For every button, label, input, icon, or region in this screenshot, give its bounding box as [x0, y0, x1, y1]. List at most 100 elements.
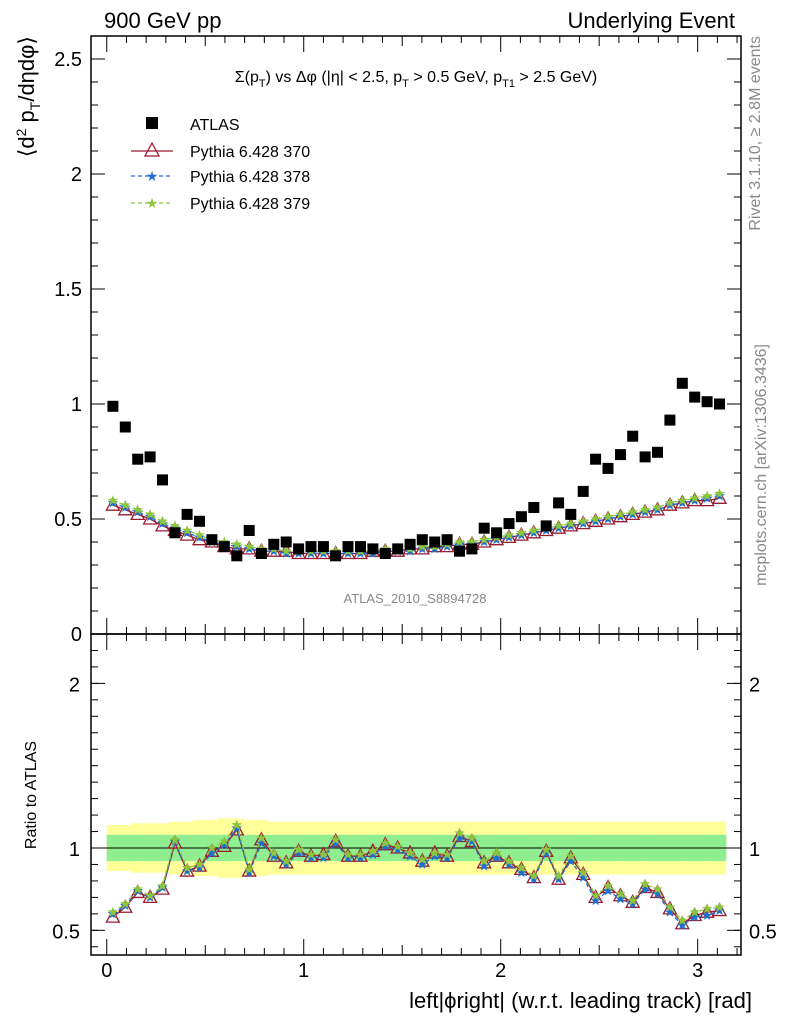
point-ratio-379	[169, 834, 181, 845]
point-atlas	[132, 453, 144, 465]
point-atlas	[454, 545, 465, 557]
point-atlas	[689, 391, 701, 403]
point-370	[179, 526, 195, 541]
y-tick-label: 1	[71, 394, 82, 416]
point-ratio-378	[553, 873, 564, 884]
point-379	[169, 520, 181, 531]
point-ratio-378	[466, 835, 478, 846]
point-atlas	[416, 534, 428, 546]
main-x-ticks	[106, 36, 738, 634]
point-ratio-379	[268, 847, 279, 858]
point-ratio-378	[714, 905, 725, 915]
point-ratio-378	[417, 859, 428, 869]
point-ratio-378	[404, 850, 416, 861]
point-ratio-379	[305, 849, 317, 859]
point-atlas	[293, 543, 305, 555]
point-ratio-378	[281, 859, 292, 869]
point-ratio-379	[503, 855, 515, 866]
point-ratio-379	[181, 862, 193, 873]
ratio-x-ticks: 0 1 2 3	[101, 634, 738, 982]
x-axis-label: left|ϕright| (w.r.t. leading track) [rad…	[409, 988, 752, 1013]
point-379	[701, 490, 713, 501]
point-ratio-379	[157, 880, 168, 891]
main-plot-frame	[90, 35, 742, 635]
point-ratio-378	[330, 837, 341, 848]
point-ratio-378	[454, 832, 465, 843]
point-atlas	[144, 451, 156, 463]
point-379	[602, 511, 614, 522]
point-ratio-378	[206, 847, 218, 858]
point-ratio-378	[602, 885, 614, 896]
point-ratio-379	[553, 870, 564, 881]
legend-label-370: Pythia 6.428 370	[190, 144, 310, 161]
point-ratio-378	[392, 844, 403, 855]
point-ratio-378	[627, 898, 638, 909]
point-ratio-378	[318, 852, 329, 863]
point-ratio-370	[216, 837, 232, 853]
point-ratio-379	[714, 901, 725, 912]
point-atlas	[602, 462, 614, 474]
point-379	[132, 504, 143, 515]
point-ratio-379	[639, 878, 651, 889]
point-atlas	[515, 511, 527, 523]
point-ratio-378	[355, 852, 366, 863]
point-atlas	[255, 548, 267, 559]
point-ratio-379	[429, 847, 440, 858]
point-ratio-379	[602, 880, 614, 891]
point-ratio-379	[565, 850, 576, 861]
point-atlas	[441, 534, 453, 546]
point-ratio-379	[516, 862, 527, 873]
point-379	[120, 499, 131, 510]
point-atlas	[577, 485, 589, 497]
point-ratio-370	[204, 842, 220, 857]
point-ratio-379	[243, 863, 255, 874]
point-379	[664, 497, 676, 508]
legend-marker-378: ★	[146, 168, 159, 184]
legend-marker-370	[143, 141, 161, 157]
point-379	[157, 515, 168, 526]
point-370	[699, 492, 715, 507]
legend-label-atlas: ATLAS	[190, 117, 240, 134]
point-ratio-378	[503, 859, 515, 869]
point-atlas	[565, 508, 577, 520]
point-atlas	[528, 502, 540, 513]
point-379	[615, 508, 626, 519]
point-atlas	[243, 525, 255, 536]
point-ratio-378	[664, 906, 676, 917]
ratio-y-ticks: 0.5 0.5 1 1 2 2	[52, 649, 777, 948]
point-379	[516, 527, 527, 538]
point-ratio-379	[478, 855, 490, 866]
point-ratio-378	[590, 895, 601, 906]
point-ratio-370	[687, 907, 703, 922]
ratio-y-tick-label-right: 2	[749, 674, 760, 696]
ratio-series-layer	[105, 819, 728, 930]
legend: ATLAS Pythia 6.428 370 ★ Pythia 6.428 37…	[131, 117, 310, 213]
point-ratio-378	[639, 883, 651, 894]
point-ratio-370	[649, 884, 666, 899]
point-379	[714, 488, 725, 499]
point-atlas	[280, 536, 292, 548]
point-379	[281, 545, 292, 556]
point-ratio-370	[538, 842, 554, 857]
point-379	[231, 538, 242, 549]
ratio-y-tick-label-right: 0.5	[749, 921, 777, 943]
point-ratio-379	[590, 890, 601, 901]
point-ratio-379	[231, 819, 242, 830]
point-ratio-378	[181, 865, 193, 876]
point-ratio-370	[637, 879, 653, 894]
point-atlas	[330, 550, 342, 562]
point-ratio-379	[677, 914, 688, 925]
point-ratio-379	[194, 859, 205, 869]
point-ratio-379	[219, 835, 230, 846]
main-y-ticks: 0 0.5 1 1.5 2 2.5	[54, 35, 741, 646]
point-atlas	[503, 518, 515, 530]
point-379	[627, 506, 638, 517]
point-ratio-379	[664, 901, 676, 912]
point-ratio-379	[417, 854, 428, 864]
point-ratio-370	[451, 828, 468, 843]
point-379	[565, 518, 576, 528]
point-ratio-379	[293, 844, 304, 855]
point-379	[652, 502, 663, 512]
point-ratio-370	[501, 854, 517, 869]
point-379	[243, 541, 255, 551]
